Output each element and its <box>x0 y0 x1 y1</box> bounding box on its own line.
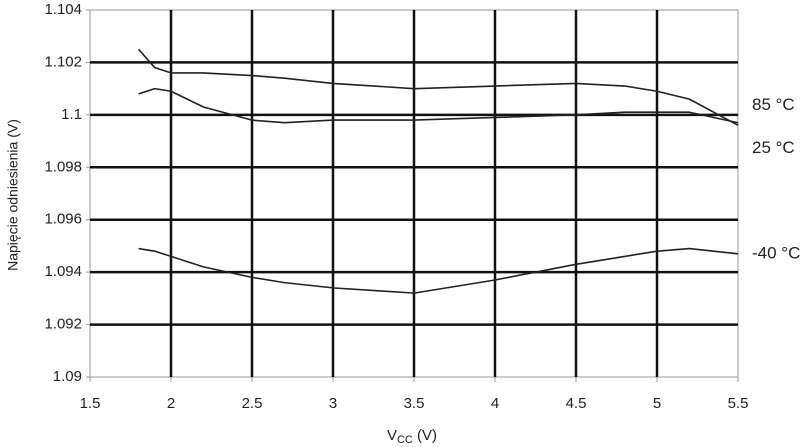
y-tick-label: 1.104 <box>44 1 82 18</box>
y-tick-label: 1.094 <box>44 263 82 280</box>
x-tick-label: 4 <box>491 395 499 412</box>
x-axis-label: VCC (V) <box>387 427 437 446</box>
series-line <box>138 247 739 294</box>
x-axis-label-main: V <box>387 427 397 444</box>
x-axis-label-sub: CC <box>397 434 413 446</box>
y-tick-label: 1.096 <box>44 211 82 228</box>
series-label: -40 °C <box>752 243 800 262</box>
y-axis-label: Napięcie odniesienia (V) <box>5 119 21 271</box>
y-tick-label: 1.092 <box>44 316 82 333</box>
series-label: 85 °C <box>752 95 795 114</box>
x-tick-label: 3.5 <box>404 395 425 412</box>
x-tick-label: 3 <box>329 395 337 412</box>
y-tick-label: 1.102 <box>44 53 82 70</box>
x-tick-label: 1.5 <box>80 395 101 412</box>
x-tick-label: 2 <box>167 395 175 412</box>
y-tick-label: 1.09 <box>53 368 82 385</box>
x-tick-label: 2.5 <box>242 395 263 412</box>
series-label: 25 °C <box>752 138 795 157</box>
y-tick-label: 1.098 <box>44 158 82 175</box>
y-tick-label: 1.1 <box>61 106 82 123</box>
x-tick-label: 4.5 <box>566 395 587 412</box>
x-axis-label-unit: (V) <box>413 427 437 444</box>
series-line <box>138 87 739 124</box>
x-tick-label: 5 <box>653 395 661 412</box>
x-tick-label: 5.5 <box>728 395 749 412</box>
series-line <box>138 48 739 127</box>
